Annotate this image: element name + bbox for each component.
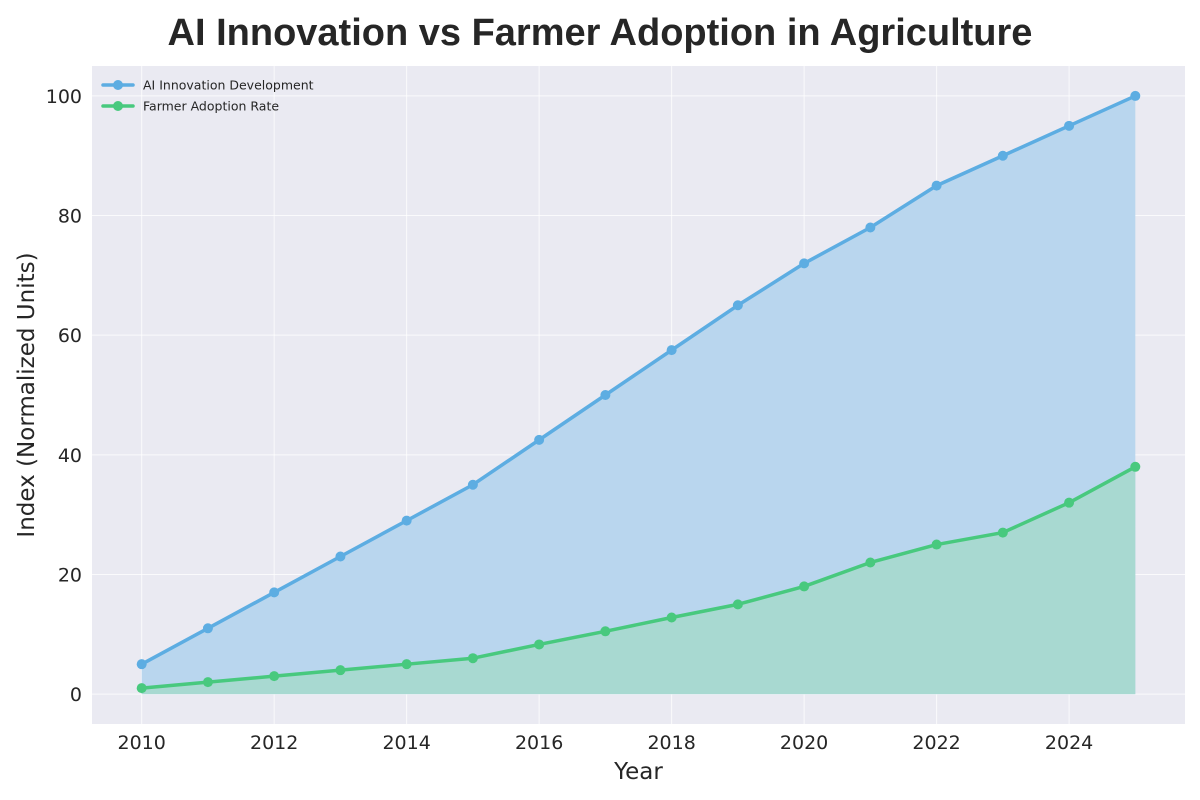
data-point (534, 639, 545, 650)
data-point (666, 345, 677, 356)
x-tick-label: 2016 (515, 732, 563, 754)
data-point (1064, 497, 1075, 508)
data-point (997, 150, 1008, 161)
data-point (467, 479, 478, 490)
data-point (202, 623, 213, 634)
data-point (136, 659, 147, 670)
y-tick-labels: 0 20 40 60 80 100 (46, 86, 82, 706)
data-point (335, 551, 346, 562)
series-area-0 (141, 95, 1136, 695)
legend-swatch-marker (113, 101, 123, 111)
data-point (534, 434, 545, 445)
data-point (600, 390, 611, 400)
y-tick-label: 60 (58, 325, 82, 347)
data-point (269, 671, 280, 682)
data-point (799, 258, 810, 269)
x-axis-label: Year (613, 759, 663, 785)
x-tick-label: 2018 (647, 732, 695, 754)
legend-swatch-marker (113, 80, 123, 90)
legend: AI Innovation Development Farmer Adoptio… (101, 78, 314, 114)
data-points (136, 90, 1141, 694)
x-tick-label: 2024 (1045, 732, 1093, 754)
data-point (666, 612, 677, 623)
data-point (931, 180, 942, 191)
area-fills (141, 95, 1136, 695)
y-tick-label: 100 (46, 86, 82, 108)
y-tick-label: 0 (70, 684, 82, 706)
data-point (799, 581, 810, 592)
data-point (136, 683, 147, 694)
data-point (997, 527, 1008, 538)
data-point (335, 665, 346, 676)
y-axis-label: Index (Normalized Units) (14, 252, 40, 537)
data-point (600, 626, 611, 637)
x-tick-label: 2022 (912, 732, 960, 754)
y-tick-label: 80 (58, 206, 82, 228)
x-tick-label: 2012 (250, 732, 298, 754)
series-lines (139, 94, 1138, 690)
series-area-1 (141, 466, 1136, 695)
data-point (1130, 90, 1141, 101)
legend-label: AI Innovation Development (143, 78, 314, 93)
x-tick-label: 2020 (780, 732, 828, 754)
y-tick-label: 20 (58, 564, 82, 586)
data-point (732, 599, 743, 610)
y-tick-label: 40 (58, 445, 82, 467)
x-tick-labels: 2010 2012 2014 2016 2018 2020 2022 2024 (118, 732, 1094, 754)
series-line-1 (139, 465, 1138, 690)
legend-item-farmer-adoption: Farmer Adoption Rate (101, 99, 279, 114)
x-tick-label: 2010 (118, 732, 166, 754)
x-tick-label: 2014 (382, 732, 430, 754)
chart-title: AI Innovation vs Farmer Adoption in Agri… (168, 12, 1033, 54)
data-point (732, 300, 743, 311)
data-point (401, 515, 412, 526)
data-point (269, 587, 280, 598)
data-point (202, 677, 213, 688)
legend-item-ai-innovation: AI Innovation Development (101, 78, 314, 93)
data-point (467, 653, 478, 664)
data-point (1064, 120, 1075, 131)
data-point (931, 539, 942, 550)
data-point (401, 659, 412, 670)
data-point (865, 557, 876, 568)
legend-label: Farmer Adoption Rate (143, 99, 279, 114)
data-point (1130, 461, 1141, 472)
data-point (865, 222, 876, 233)
series-line-0 (139, 94, 1138, 666)
